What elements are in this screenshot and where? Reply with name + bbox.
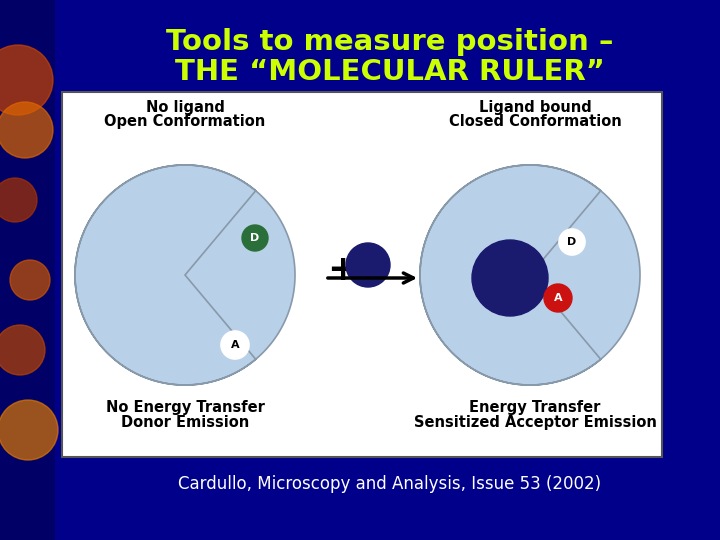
Text: No Energy Transfer: No Energy Transfer: [106, 400, 264, 415]
Text: D: D: [251, 233, 260, 243]
Circle shape: [242, 225, 268, 251]
Circle shape: [544, 284, 572, 312]
Circle shape: [221, 331, 249, 359]
Text: A: A: [230, 340, 239, 350]
Circle shape: [0, 102, 53, 158]
Text: +: +: [327, 253, 357, 287]
Text: Energy Transfer: Energy Transfer: [469, 400, 600, 415]
Text: A: A: [554, 293, 562, 303]
Text: Donor Emission: Donor Emission: [121, 415, 249, 430]
Circle shape: [472, 240, 548, 316]
Text: THE “MOLECULAR RULER”: THE “MOLECULAR RULER”: [175, 58, 605, 86]
Bar: [62, 92, 662, 457]
Polygon shape: [75, 165, 295, 385]
Text: Cardullo, Microscopy and Analysis, Issue 53 (2002): Cardullo, Microscopy and Analysis, Issue…: [179, 475, 602, 493]
Text: Ligand bound: Ligand bound: [479, 100, 591, 115]
Polygon shape: [420, 165, 640, 385]
Text: Open Conformation: Open Conformation: [104, 114, 266, 129]
Circle shape: [0, 45, 53, 115]
Text: Tools to measure position –: Tools to measure position –: [166, 28, 613, 56]
Text: Closed Conformation: Closed Conformation: [449, 114, 621, 129]
Circle shape: [0, 400, 58, 460]
Text: Sensitized Acceptor Emission: Sensitized Acceptor Emission: [413, 415, 657, 430]
Circle shape: [559, 229, 585, 255]
Circle shape: [0, 178, 37, 222]
Text: D: D: [567, 237, 577, 247]
Circle shape: [0, 325, 45, 375]
Bar: [0, 0, 55, 540]
Circle shape: [346, 243, 390, 287]
Circle shape: [10, 260, 50, 300]
Text: No ligand: No ligand: [145, 100, 225, 115]
